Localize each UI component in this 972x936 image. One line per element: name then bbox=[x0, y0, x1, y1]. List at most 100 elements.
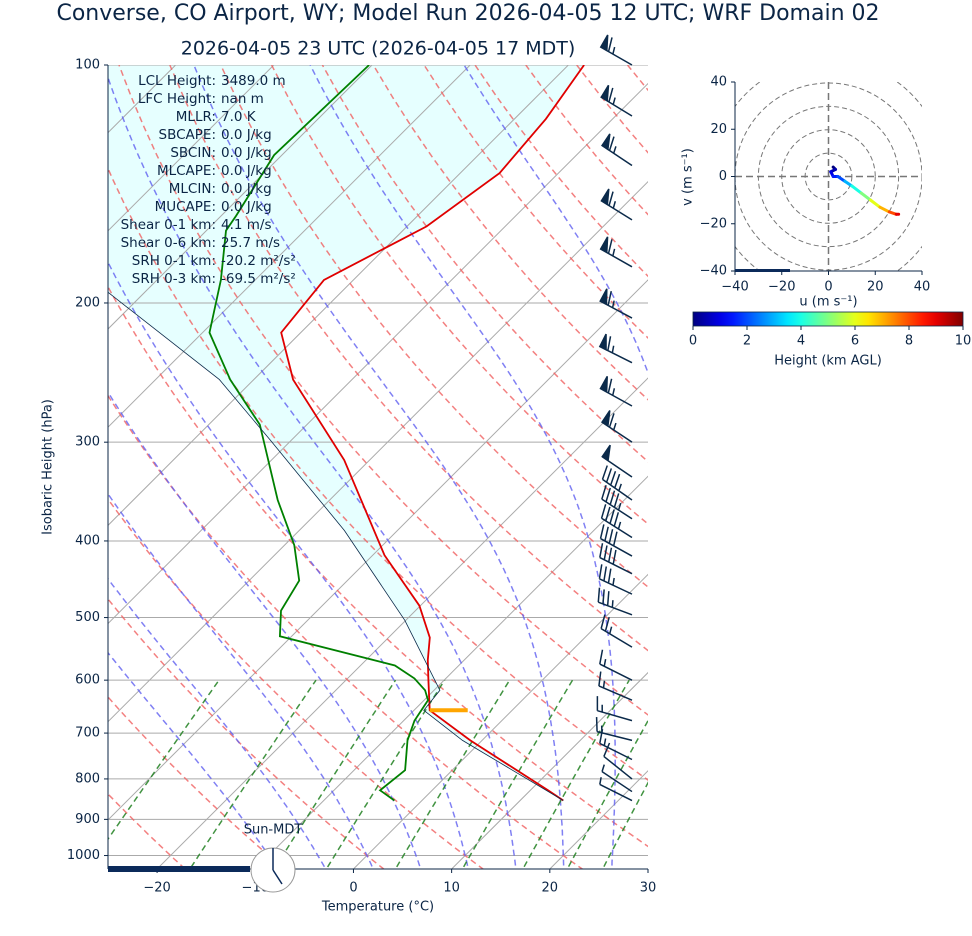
wind-barb bbox=[601, 485, 633, 520]
hodograph-segment bbox=[859, 191, 873, 202]
stat-label: SBCIN: bbox=[170, 145, 216, 161]
mixing-ratio bbox=[273, 679, 397, 869]
x-tick-label: 30 bbox=[640, 881, 657, 896]
moist-adiabat bbox=[108, 260, 470, 869]
dry-adiabat bbox=[372, 65, 648, 401]
x-tick-label: −20 bbox=[143, 881, 170, 896]
isotherm bbox=[451, 671, 648, 869]
wind-barb bbox=[601, 764, 633, 793]
isotherm bbox=[108, 82, 648, 625]
dry-adiabat bbox=[220, 65, 648, 588]
wind-barb bbox=[603, 742, 633, 780]
mixing-ratio bbox=[654, 680, 755, 875]
stat-label: MLCIN: bbox=[169, 181, 216, 197]
chart-subtitle: 2026-04-05 23 UTC (2026-04-05 17 MDT) bbox=[181, 38, 576, 60]
mixing-ratio bbox=[461, 679, 574, 869]
stat-label: MLCAPE: bbox=[157, 163, 216, 179]
wind-barb bbox=[599, 375, 633, 407]
isotherm bbox=[108, 65, 275, 232]
dry-adiabat bbox=[525, 65, 648, 216]
colorbar-tick-label: 2 bbox=[743, 334, 751, 349]
x-tick-label: 40 bbox=[914, 280, 931, 295]
stat-label: LCL Height: bbox=[138, 73, 216, 89]
wind-barb bbox=[599, 728, 633, 761]
isotherm bbox=[108, 181, 648, 723]
isotherm bbox=[353, 573, 648, 869]
dry-adiabat bbox=[270, 65, 648, 525]
colorbar-tick-label: 6 bbox=[851, 334, 859, 349]
colorbar-label: Height (km AGL) bbox=[774, 354, 882, 369]
y-axis-label: Isobaric Height (hPa) bbox=[41, 399, 56, 535]
profile-line bbox=[108, 291, 564, 801]
y-tick-label: 300 bbox=[75, 435, 100, 450]
isotherm bbox=[108, 65, 569, 527]
stat-value: 25.7 m/s bbox=[221, 235, 280, 251]
isotherm bbox=[108, 65, 373, 330]
hodograph-plot bbox=[735, 82, 922, 271]
stat-label: SRH 0-3 km: bbox=[132, 271, 216, 287]
y-tick-label: 600 bbox=[75, 673, 100, 688]
y-tick-label: 500 bbox=[75, 610, 100, 625]
dry-adiabat bbox=[423, 65, 648, 339]
wind-barb bbox=[600, 188, 633, 221]
wind-barb bbox=[599, 777, 633, 802]
stat-label: LFC Height: bbox=[138, 91, 216, 107]
wind-barb bbox=[596, 696, 633, 722]
colorbar-tick-label: 0 bbox=[689, 334, 697, 349]
wind-barb bbox=[599, 236, 633, 268]
day-bar bbox=[108, 866, 250, 872]
skewt-plot bbox=[108, 65, 972, 876]
stat-label: SRH 0-1 km: bbox=[132, 253, 216, 269]
wind-barb bbox=[600, 504, 633, 539]
wind-barb bbox=[598, 671, 633, 701]
mixing-ratio bbox=[566, 719, 648, 869]
x-tick-label: 20 bbox=[542, 881, 559, 896]
x-axis-label: u (m s⁻¹) bbox=[799, 295, 857, 310]
stat-value: 3489.0 m bbox=[221, 73, 286, 89]
moist-adiabat bbox=[108, 651, 279, 869]
dry-adiabat bbox=[678, 65, 972, 876]
wind-barb bbox=[599, 524, 633, 557]
wind-barb bbox=[599, 34, 633, 66]
isotherm bbox=[156, 377, 648, 869]
hodograph-segment bbox=[869, 198, 882, 209]
y-tick-label: 900 bbox=[75, 812, 100, 827]
x-tick-label: −40 bbox=[721, 280, 748, 295]
moist-adiabat bbox=[108, 75, 517, 869]
stat-value: 0.0 J/kg bbox=[221, 181, 272, 197]
dry-adiabat bbox=[108, 597, 385, 869]
moist-adiabat bbox=[108, 390, 422, 869]
dry-adiabat bbox=[108, 166, 648, 781]
stat-value: 0.0 J/kg bbox=[221, 199, 272, 215]
y-tick-label: 200 bbox=[75, 295, 100, 310]
profile-line bbox=[208, 65, 429, 802]
isotherm bbox=[108, 279, 648, 821]
wind-barb bbox=[599, 649, 633, 681]
profile-line bbox=[280, 65, 585, 802]
y-tick-label: 40 bbox=[710, 75, 727, 90]
hodograph-segment bbox=[850, 184, 863, 195]
moist-adiabat bbox=[463, 65, 648, 375]
wind-barb bbox=[599, 288, 633, 319]
mixing-ratio bbox=[522, 679, 630, 869]
hodograph-segment bbox=[878, 205, 891, 214]
isotherm bbox=[108, 65, 471, 428]
dry-adiabat bbox=[108, 695, 286, 869]
y-tick-label: 1000 bbox=[67, 848, 100, 863]
isotherm bbox=[549, 770, 648, 869]
wind-barb bbox=[597, 587, 633, 616]
dry-adiabat bbox=[576, 65, 648, 154]
stat-label: Shear 0-6 km: bbox=[121, 235, 216, 251]
dry-adiabat bbox=[882, 65, 972, 876]
dry-adiabat bbox=[108, 792, 187, 869]
x-axis-label: Temperature (°C) bbox=[321, 900, 434, 915]
clock-hands bbox=[272, 848, 283, 885]
y-tick-label: 0 bbox=[719, 169, 727, 184]
y-tick-label: −40 bbox=[700, 264, 727, 279]
dry-adiabat bbox=[108, 497, 485, 869]
wind-barb bbox=[598, 564, 633, 595]
stat-value: 0.0 J/kg bbox=[221, 163, 272, 179]
dry-adiabat bbox=[118, 65, 648, 716]
x-tick-label: 10 bbox=[443, 881, 460, 896]
stat-value: 4.1 m/s bbox=[221, 217, 272, 233]
